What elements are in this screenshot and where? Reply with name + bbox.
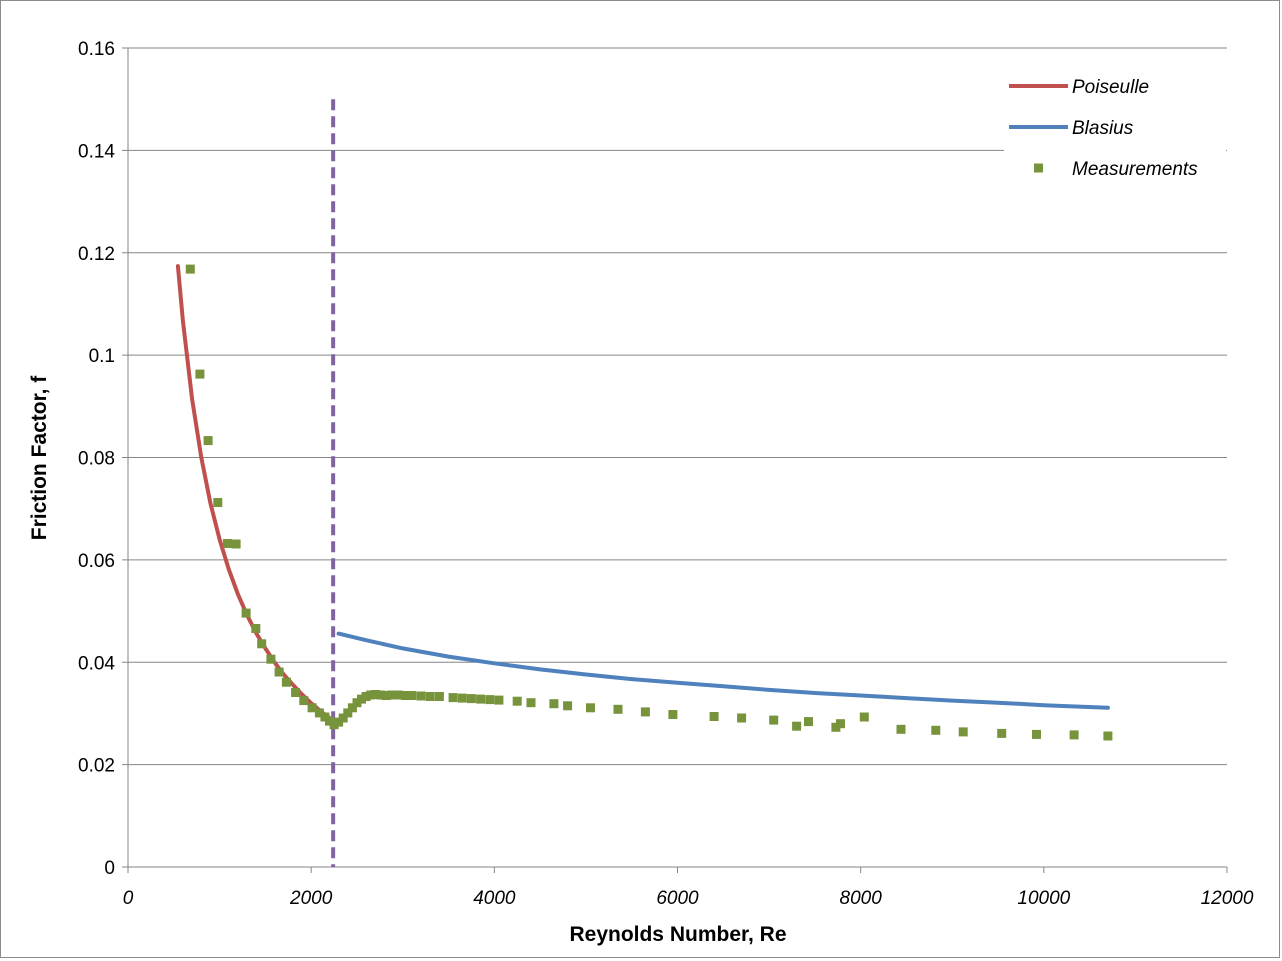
tick-labels: 0 0.02 0.04 0.06 0.08 0.1 0.12 0.14 0.16 0 2000 400… xyxy=(78,39,1254,909)
measurements-point xyxy=(416,691,426,701)
axes xyxy=(122,47,1228,873)
measurements-point xyxy=(804,717,813,727)
measurements-point xyxy=(831,722,841,732)
measurements-point xyxy=(320,712,330,722)
x-tick-label: 0 xyxy=(123,888,134,909)
measurements-point xyxy=(769,715,779,725)
x-tick-label: 2000 xyxy=(289,888,333,909)
measurements-point xyxy=(737,713,747,723)
measurements-point xyxy=(526,698,536,708)
y-tick-label: 0.12 xyxy=(78,244,115,265)
measurements-point xyxy=(343,708,353,718)
measurements-point xyxy=(613,704,623,714)
x-tick-label: 10000 xyxy=(1017,888,1070,909)
measurements-point xyxy=(307,703,317,713)
measurements-points xyxy=(185,264,1113,741)
measurements-point xyxy=(792,721,802,731)
y-axis-title: Friction Factor, f xyxy=(28,375,51,541)
measurements-point xyxy=(466,694,476,704)
data-series xyxy=(175,99,1113,867)
measurements-point xyxy=(393,690,403,700)
measurements-point xyxy=(407,691,417,700)
measurements-point xyxy=(896,724,906,734)
measurements-point xyxy=(997,728,1007,738)
measurements-point xyxy=(387,690,397,700)
measurements-point xyxy=(370,690,380,699)
y-tick-label: 0.14 xyxy=(78,141,115,162)
grid-lines xyxy=(128,47,1227,766)
measurements-point xyxy=(334,717,344,727)
measurements-point xyxy=(231,539,241,549)
measurements-point xyxy=(425,692,435,701)
legend-label-measurements: Measurements xyxy=(1072,159,1198,180)
measurements-point xyxy=(958,727,968,737)
y-tick-label: 0.08 xyxy=(78,449,115,470)
y-tick-label: 0.06 xyxy=(78,551,115,572)
measurements-point xyxy=(241,608,251,618)
measurements-point xyxy=(1069,730,1079,740)
measurements-point xyxy=(274,667,284,677)
x-tick-label: 12000 xyxy=(1201,888,1254,909)
measurements-point xyxy=(494,695,504,705)
measurements-point xyxy=(325,716,334,726)
measurements-point xyxy=(366,690,376,700)
poiseulle-line xyxy=(175,264,336,723)
y-tick-label: 0.1 xyxy=(89,346,115,367)
measurements-point xyxy=(376,690,386,700)
blasius-line xyxy=(336,631,1110,710)
y-tick-label: 0 xyxy=(104,858,115,879)
measurements-point xyxy=(512,696,522,706)
measurements-point xyxy=(213,498,223,507)
measurements-point xyxy=(668,710,678,719)
measurements-point xyxy=(347,703,357,713)
measurements-point xyxy=(1032,729,1041,739)
measurements-point xyxy=(381,691,391,700)
measurements-point xyxy=(251,624,261,633)
measurements-point xyxy=(401,691,410,700)
legend-label-poiseulle: Poiseulle xyxy=(1072,77,1149,98)
measurements-point xyxy=(476,694,486,704)
measurements-point xyxy=(709,712,719,721)
x-tick-label: 4000 xyxy=(473,888,516,909)
x-tick-label: 8000 xyxy=(840,888,883,909)
measurements-point xyxy=(257,639,267,649)
measurements-point xyxy=(586,703,595,713)
measurements-point xyxy=(185,264,195,274)
measurements-point xyxy=(222,539,232,548)
measurements-point xyxy=(291,688,301,697)
measurements-point xyxy=(314,708,324,718)
measurements-point xyxy=(361,692,371,701)
measurements-point xyxy=(281,677,291,687)
legend-label-blasius: Blasius xyxy=(1072,118,1134,139)
measurements-point xyxy=(836,719,845,729)
x-tick-label: 6000 xyxy=(656,888,699,909)
y-tick-label: 0.04 xyxy=(78,653,115,674)
measurements-point xyxy=(1103,731,1113,741)
measurements-point xyxy=(434,692,444,701)
legend: Poiseulle Blasius Measurements xyxy=(1004,71,1226,186)
y-tick-label: 0.16 xyxy=(78,39,115,60)
measurements-point xyxy=(640,707,650,717)
measurements-point xyxy=(195,369,205,379)
legend-swatch-measurements xyxy=(1034,163,1043,173)
measurements-point xyxy=(457,693,467,703)
measurements-point xyxy=(299,696,309,706)
measurements-point xyxy=(549,699,559,709)
measurements-point xyxy=(485,695,495,705)
measurements-point xyxy=(203,436,213,446)
y-tick-label: 0.02 xyxy=(78,756,115,777)
measurements-point xyxy=(931,725,941,735)
measurements-point xyxy=(357,694,366,704)
measurements-point xyxy=(338,713,348,723)
measurements-point xyxy=(448,693,458,703)
measurements-point xyxy=(859,712,869,722)
measurements-point xyxy=(563,701,573,711)
x-axis-title: Reynolds Number, Re xyxy=(569,923,786,946)
measurements-point xyxy=(266,654,276,664)
